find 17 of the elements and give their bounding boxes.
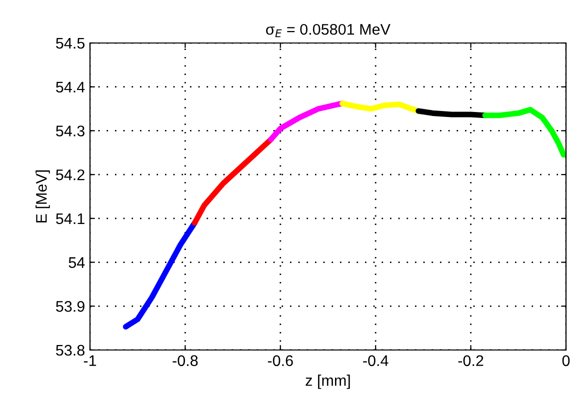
x-axis-title: z [mm] [306, 374, 350, 389]
x-tick-label: -0.4 [363, 355, 388, 366]
x-tick-label: -1 [84, 355, 96, 366]
y-axis-title: E [MeV] [36, 170, 50, 222]
y-tick-label: 54.3 [56, 126, 84, 136]
y-tick-label: 54.1 [56, 213, 84, 224]
y-tick-label: 53.8 [56, 344, 84, 356]
y-tick-label: 54.2 [56, 169, 84, 180]
chart-title: σ$_{E}$ = 0.05801 MeV [266, 24, 390, 38]
y-tick-label: 54.5 [56, 38, 84, 49]
x-tick-label: 0 [562, 355, 570, 366]
x-tick-label: -0.2 [458, 355, 484, 366]
x-tick-label: -0.8 [172, 355, 198, 366]
x-tick-label: -0.6 [268, 355, 293, 366]
y-tick-label: 54 [68, 257, 85, 268]
y-tick-label: 54.4 [56, 82, 85, 93]
y-tick-label: 53.9 [56, 301, 84, 312]
